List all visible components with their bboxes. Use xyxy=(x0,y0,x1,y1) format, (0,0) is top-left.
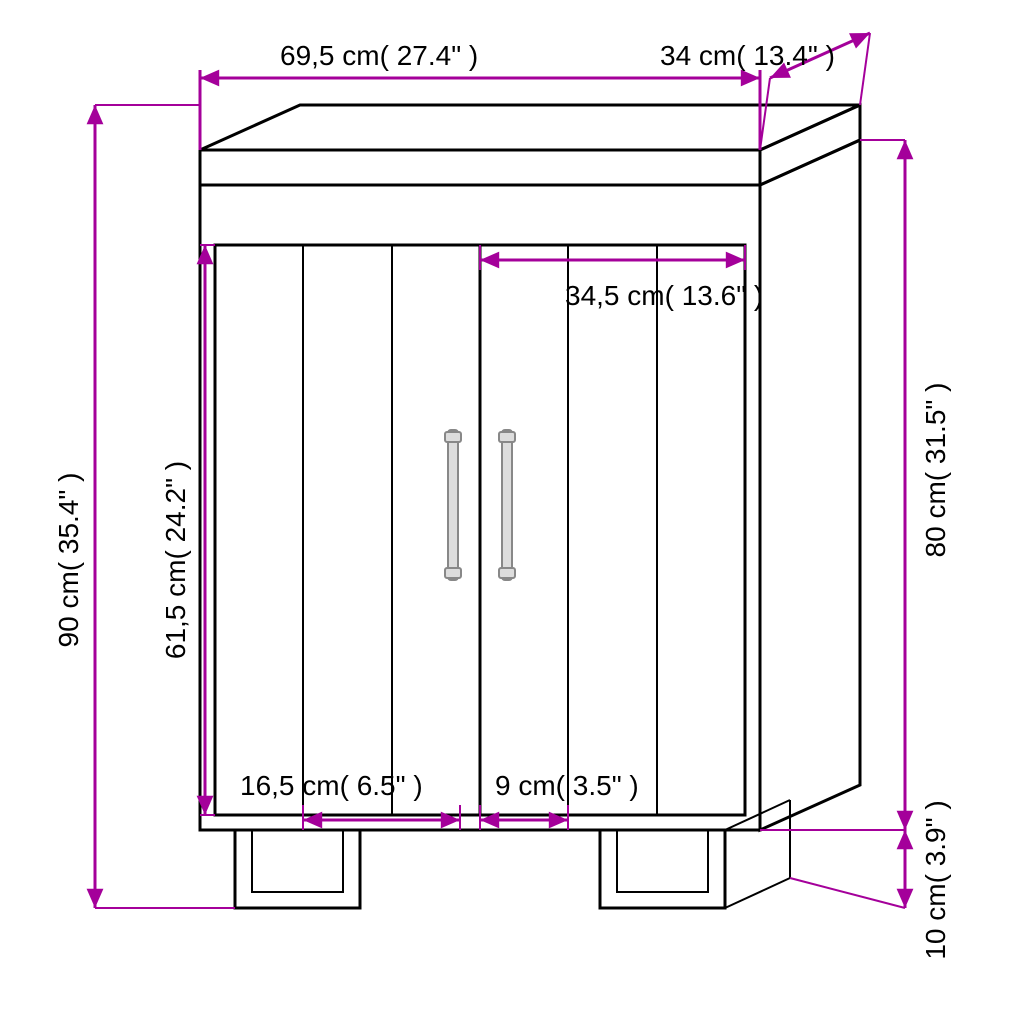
dim-panel-b: 9 cm( 3.5" ) xyxy=(495,770,639,801)
left-leg xyxy=(235,830,360,908)
right-handle xyxy=(499,430,515,580)
dimension-drawing: 69,5 cm( 27.4" ) 34 cm( 13.4" ) 34,5 cm(… xyxy=(0,0,1024,1024)
dim-shelf-width: 34,5 cm( 13.6" ) xyxy=(565,280,763,311)
dim-width-top: 69,5 cm( 27.4" ) xyxy=(280,40,478,71)
dim-body-height: 80 cm( 31.5" ) xyxy=(920,383,951,558)
dim-panel-a: 16,5 cm( 6.5" ) xyxy=(240,770,423,801)
left-handle xyxy=(445,430,461,580)
dim-leg-height: 10 cm( 3.9" ) xyxy=(920,800,951,959)
dim-door-height: 61,5 cm( 24.2" ) xyxy=(160,461,191,659)
dim-total-height: 90 cm( 35.4" ) xyxy=(53,473,84,648)
dim-depth-top: 34 cm( 13.4" ) xyxy=(660,40,835,71)
